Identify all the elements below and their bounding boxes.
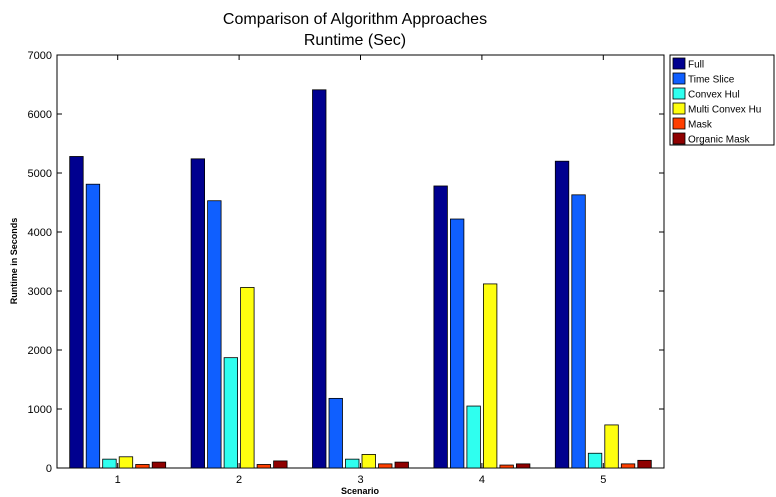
bar-multi-convex-hu-scenario-5: [605, 425, 619, 468]
legend-label: Time Slice: [688, 75, 735, 86]
bar-full-scenario-2: [191, 159, 205, 468]
legend-swatch: [673, 88, 685, 99]
bar-multi-convex-hu-scenario-2: [241, 287, 255, 468]
legend-swatch: [673, 118, 685, 129]
y-tick-label: 2000: [28, 345, 52, 357]
legend-label: Organic Mask: [688, 135, 751, 146]
bar-full-scenario-5: [555, 161, 569, 468]
x-axis-label: Scenario: [341, 486, 380, 496]
bar-mask-scenario-1: [136, 464, 150, 468]
bar-convex-hul-scenario-1: [103, 459, 117, 468]
bar-time-slice-scenario-5: [572, 195, 586, 468]
legend-label: Full: [688, 60, 704, 71]
bar-time-slice-scenario-1: [86, 184, 100, 468]
legend-label: Mask: [688, 120, 713, 131]
bar-time-slice-scenario-3: [329, 398, 343, 468]
bar-convex-hul-scenario-4: [467, 406, 481, 468]
y-tick-label: 5000: [28, 168, 52, 180]
y-tick-label: 4000: [28, 227, 52, 239]
bar-full-scenario-3: [313, 90, 327, 468]
legend-swatch: [673, 133, 685, 144]
bar-mask-scenario-2: [257, 464, 271, 468]
bar-convex-hul-scenario-2: [224, 358, 238, 468]
bar-mask-scenario-5: [621, 464, 635, 468]
legend-swatch: [673, 103, 685, 114]
x-tick-label: 5: [600, 474, 606, 486]
x-tick-label: 3: [357, 474, 363, 486]
legend-label: Convex Hul: [688, 90, 740, 101]
legend: Full Time Slice Convex Hul Multi Convex Hu M…: [670, 55, 774, 146]
bar-mask-scenario-3: [379, 464, 393, 468]
legend-label: Multi Convex Hu: [688, 105, 761, 116]
legend-swatch: [673, 58, 685, 69]
bar-multi-convex-hu-scenario-4: [483, 284, 497, 468]
bar-organic-mask-scenario-1: [152, 462, 166, 468]
bar-multi-convex-hu-scenario-3: [362, 454, 376, 468]
bar-convex-hul-scenario-3: [346, 459, 360, 468]
y-axis-label: Runtime in Seconds: [9, 218, 19, 305]
y-tick-label: 1000: [28, 404, 52, 416]
bar-full-scenario-4: [434, 186, 448, 468]
legend-swatch: [673, 73, 685, 84]
x-tick-label: 4: [479, 474, 485, 486]
chart-title: Comparison of Algorithm Approaches: [223, 11, 487, 28]
bar-organic-mask-scenario-3: [395, 462, 409, 468]
y-tick-label: 6000: [28, 109, 52, 121]
bar-time-slice-scenario-4: [450, 219, 464, 468]
bar-organic-mask-scenario-5: [638, 460, 652, 468]
y-tick-label: 7000: [28, 50, 52, 62]
x-tick-label: 1: [115, 474, 121, 486]
x-tick-label: 2: [236, 474, 242, 486]
bar-organic-mask-scenario-2: [274, 461, 288, 468]
bar-organic-mask-scenario-4: [516, 464, 530, 468]
bar-mask-scenario-4: [500, 465, 514, 468]
bar-full-scenario-1: [70, 156, 84, 468]
bar-time-slice-scenario-2: [208, 201, 222, 468]
bar-convex-hul-scenario-5: [588, 453, 602, 468]
y-tick-label: 3000: [28, 286, 52, 298]
y-tick-label: 0: [46, 463, 52, 475]
chart-subtitle: Runtime (Sec): [304, 32, 406, 49]
bar-multi-convex-hu-scenario-1: [119, 457, 133, 468]
